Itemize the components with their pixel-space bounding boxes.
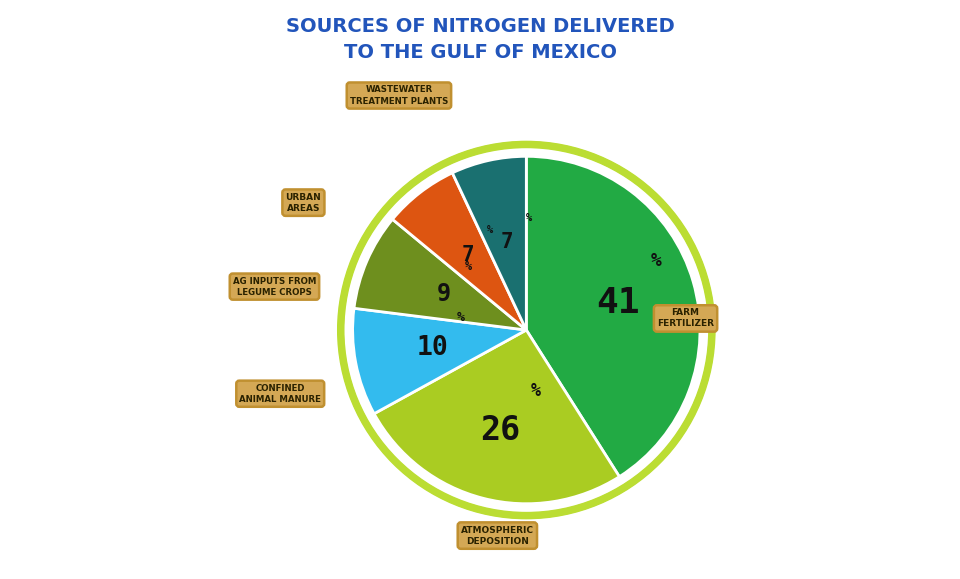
Wedge shape (393, 173, 526, 330)
Text: WASTEWATER
TREATMENT PLANTS: WASTEWATER TREATMENT PLANTS (349, 86, 448, 105)
Text: 7: 7 (500, 232, 513, 252)
Wedge shape (526, 156, 700, 477)
Text: FARM
FERTILIZER: FARM FERTILIZER (657, 309, 714, 328)
Wedge shape (352, 308, 526, 414)
Text: SOURCES OF NITROGEN DELIVERED: SOURCES OF NITROGEN DELIVERED (286, 17, 674, 35)
Text: 10: 10 (417, 335, 448, 361)
Text: %: % (457, 311, 465, 324)
Text: %: % (487, 225, 493, 236)
Text: ATMOSPHERIC
DEPOSITION: ATMOSPHERIC DEPOSITION (461, 526, 534, 545)
Wedge shape (526, 156, 700, 477)
Text: %: % (465, 259, 472, 273)
Text: %: % (531, 382, 541, 401)
Text: 9: 9 (436, 282, 450, 306)
Text: URBAN
AREAS: URBAN AREAS (285, 193, 322, 212)
Wedge shape (393, 173, 526, 330)
Wedge shape (354, 219, 526, 330)
Wedge shape (354, 219, 526, 330)
Wedge shape (452, 156, 526, 330)
Text: 26: 26 (480, 415, 520, 448)
Text: 7: 7 (462, 244, 474, 265)
Text: TO THE GULF OF MEXICO: TO THE GULF OF MEXICO (344, 43, 616, 61)
Wedge shape (374, 330, 619, 504)
Text: %: % (526, 212, 532, 223)
Text: %: % (651, 252, 662, 270)
Wedge shape (452, 156, 526, 330)
Wedge shape (352, 308, 526, 414)
Text: CONFINED
ANIMAL MANURE: CONFINED ANIMAL MANURE (239, 384, 322, 404)
Text: 41: 41 (596, 287, 639, 320)
Wedge shape (374, 330, 619, 504)
Circle shape (346, 149, 707, 511)
Text: AG INPUTS FROM
LEGUME CROPS: AG INPUTS FROM LEGUME CROPS (232, 277, 316, 296)
